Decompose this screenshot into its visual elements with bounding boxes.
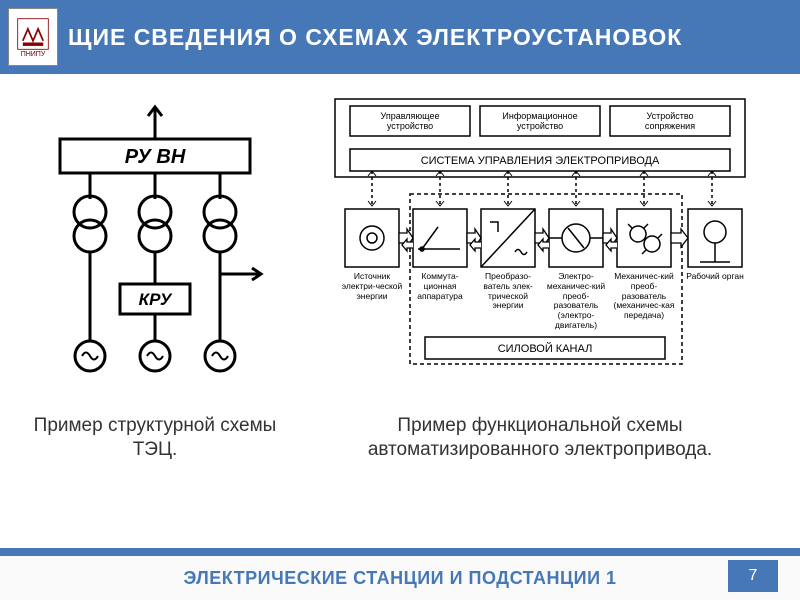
page-number: 7 <box>728 560 778 592</box>
header: ПНИПУ ЩИЕ СВЕДЕНИЯ О СХЕМАХ ЭЛЕКТРОУСТАН… <box>0 0 800 74</box>
block-label-6: Рабочий орган <box>683 272 747 282</box>
logo: ПНИПУ <box>8 8 58 66</box>
block-label-3: Преобразо-ватель элек-трической энергии <box>476 272 540 311</box>
svg-text:Устройствосопряжения: Устройствосопряжения <box>645 111 695 131</box>
structural-diagram: РУ ВН КРУ <box>40 104 270 394</box>
caption-left: Пример структурной схемы ТЭЦ. <box>30 414 280 462</box>
footer-title: ЭЛЕКТРИЧЕСКИЕ СТАНЦИИ И ПОДСТАНЦИИ 1 <box>183 568 616 589</box>
power-bar-label: СИЛОВОЙ КАНАЛ <box>498 342 593 355</box>
block-label-5: Механичес-кий преоб-разователь (механиче… <box>612 272 676 321</box>
svg-text:Управляющееустройство: Управляющееустройство <box>381 111 440 131</box>
ru-vn-label: РУ ВН <box>125 146 186 168</box>
page-title: ЩИЕ СВЕДЕНИЯ О СХЕМАХ ЭЛЕКТРОУСТАНОВОК <box>68 24 682 51</box>
block-label-4: Электро-механичес-кий преоб-разователь (… <box>544 272 608 331</box>
caption-right: Пример функциональной схемы автоматизиро… <box>330 414 750 462</box>
block-label-1: Источник электри-ческой энергии <box>340 272 404 301</box>
content: РУ ВН КРУ <box>0 74 800 548</box>
footer: ЭЛЕКТРИЧЕСКИЕ СТАНЦИИ И ПОДСТАНЦИИ 1 7 <box>0 548 800 600</box>
functional-diagram: СИСТЕМА УПРАВЛЕНИЯ ЭЛЕКТРОПРИВОДА СИЛОВО… <box>310 94 770 394</box>
system-bar-label: СИСТЕМА УПРАВЛЕНИЯ ЭЛЕКТРОПРИВОДА <box>421 155 660 167</box>
block-label-2: Коммута-ционная аппаратура <box>408 272 472 301</box>
kru-label: КРУ <box>139 290 173 309</box>
